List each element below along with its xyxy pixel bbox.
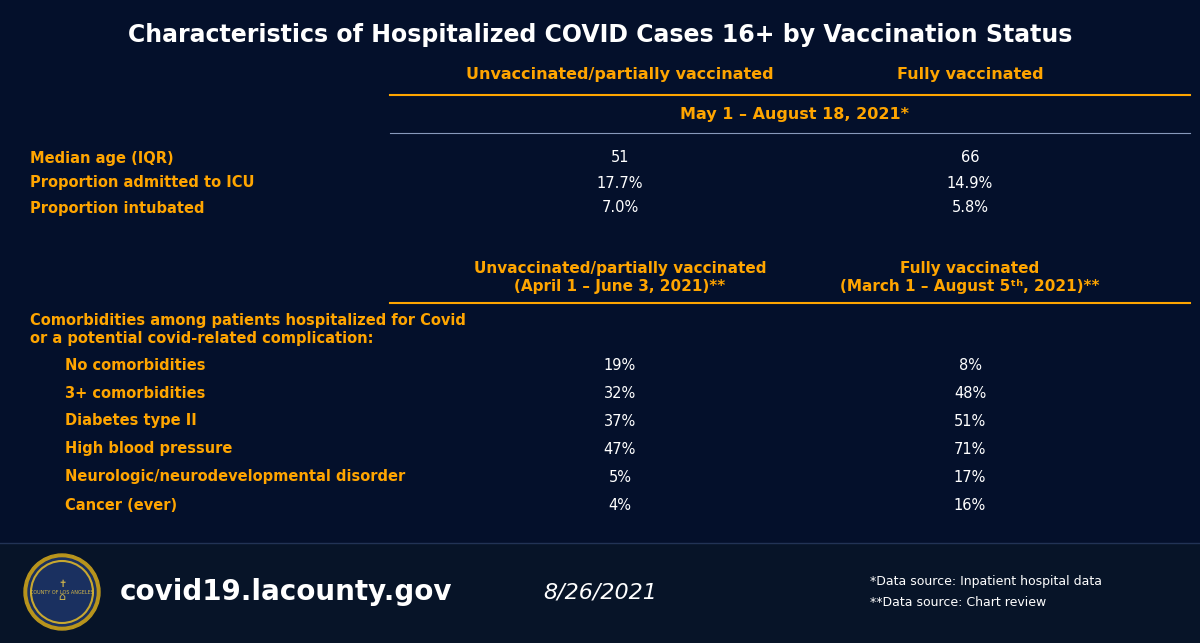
Text: Median age (IQR): Median age (IQR) [30, 150, 174, 165]
Text: 14.9%: 14.9% [947, 176, 994, 190]
Text: 3+ comorbidities: 3+ comorbidities [65, 386, 205, 401]
Text: 32%: 32% [604, 386, 636, 401]
Text: covid19.lacounty.gov: covid19.lacounty.gov [120, 578, 452, 606]
Text: Unvaccinated/partially vaccinated: Unvaccinated/partially vaccinated [466, 68, 774, 82]
Text: May 1 – August 18, 2021*: May 1 – August 18, 2021* [680, 107, 910, 123]
Text: 48%: 48% [954, 386, 986, 401]
Text: 7.0%: 7.0% [601, 201, 638, 215]
Text: 47%: 47% [604, 442, 636, 457]
Text: or a potential covid-related complication:: or a potential covid-related complicatio… [30, 331, 373, 345]
Text: **Data source: Chart review: **Data source: Chart review [870, 595, 1046, 608]
Text: 19%: 19% [604, 358, 636, 372]
Text: Diabetes type II: Diabetes type II [65, 413, 197, 428]
Text: Fully vaccinated: Fully vaccinated [896, 68, 1043, 82]
Text: (April 1 – June 3, 2021)**: (April 1 – June 3, 2021)** [515, 278, 726, 293]
Text: (March 1 – August 5ᵗʰ, 2021)**: (March 1 – August 5ᵗʰ, 2021)** [840, 278, 1099, 293]
Text: 51%: 51% [954, 413, 986, 428]
Text: ⌂: ⌂ [59, 592, 66, 602]
Text: 37%: 37% [604, 413, 636, 428]
Text: 5%: 5% [608, 469, 631, 484]
Text: Fully vaccinated: Fully vaccinated [900, 260, 1039, 275]
Text: 17.7%: 17.7% [596, 176, 643, 190]
Text: Proportion intubated: Proportion intubated [30, 201, 204, 215]
Text: COUNTY OF LOS ANGELES: COUNTY OF LOS ANGELES [30, 590, 94, 595]
Text: 5.8%: 5.8% [952, 201, 989, 215]
Text: Cancer (ever): Cancer (ever) [65, 498, 178, 512]
Circle shape [28, 558, 96, 626]
Text: 71%: 71% [954, 442, 986, 457]
Text: *Data source: Inpatient hospital data: *Data source: Inpatient hospital data [870, 575, 1102, 588]
Text: 66: 66 [961, 150, 979, 165]
Text: 17%: 17% [954, 469, 986, 484]
Circle shape [24, 554, 100, 630]
Text: 51: 51 [611, 150, 629, 165]
Text: 8%: 8% [959, 358, 982, 372]
Text: 8/26/2021: 8/26/2021 [544, 582, 656, 602]
Text: 4%: 4% [608, 498, 631, 512]
Text: ✝: ✝ [58, 579, 66, 589]
Text: 16%: 16% [954, 498, 986, 512]
Text: High blood pressure: High blood pressure [65, 442, 233, 457]
FancyBboxPatch shape [0, 543, 1200, 643]
Text: Proportion admitted to ICU: Proportion admitted to ICU [30, 176, 254, 190]
Text: Characteristics of Hospitalized COVID Cases 16+ by Vaccination Status: Characteristics of Hospitalized COVID Ca… [128, 23, 1072, 47]
Text: Comorbidities among patients hospitalized for Covid: Comorbidities among patients hospitalize… [30, 312, 466, 327]
Text: Neurologic/neurodevelopmental disorder: Neurologic/neurodevelopmental disorder [65, 469, 406, 484]
Text: Unvaccinated/partially vaccinated: Unvaccinated/partially vaccinated [474, 260, 767, 275]
Text: No comorbidities: No comorbidities [65, 358, 205, 372]
